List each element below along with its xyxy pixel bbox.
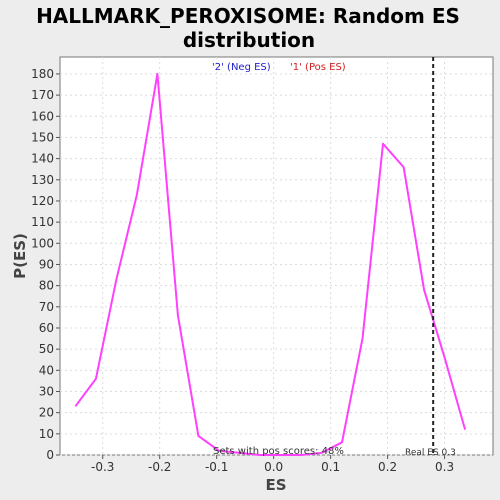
chart-title-line2: distribution <box>183 28 315 52</box>
series-layer <box>74 72 467 456</box>
y-tick-label: 20 <box>39 406 54 420</box>
y-tick-label: 90 <box>39 257 54 271</box>
x-tick-label: 0.1 <box>321 460 340 474</box>
x-tick-label: -0.3 <box>91 460 114 474</box>
y-tick-label: 160 <box>31 109 54 123</box>
y-tick-label: 110 <box>31 215 54 229</box>
plot-area <box>59 56 494 456</box>
real-es-label: Real ES 0.3 <box>405 448 456 458</box>
y-tick-label: 150 <box>31 130 54 144</box>
y-tick-label: 140 <box>31 152 54 166</box>
y-tick-label: 0 <box>46 448 54 462</box>
x-tick-label: 0.3 <box>435 460 454 474</box>
y-tick-label: 70 <box>39 300 54 314</box>
legend-neg-es: '2' (Neg ES) <box>212 62 271 73</box>
y-tick-label: 40 <box>39 363 54 377</box>
distribution-line <box>74 72 467 456</box>
y-tick-label: 180 <box>31 67 54 81</box>
legend-pos-es: '1' (Pos ES) <box>290 62 346 73</box>
y-tick-label: 170 <box>31 88 54 102</box>
x-tick-label: -0.2 <box>148 460 171 474</box>
y-axis-label: P(ES) <box>11 233 29 279</box>
y-tick-label: 10 <box>39 427 54 441</box>
y-tick-label: 30 <box>39 384 54 398</box>
y-tick-label: 50 <box>39 342 54 356</box>
chart-title: HALLMARK_PEROXISOME: Random ES <box>36 4 460 28</box>
x-axis-label: ES <box>265 476 286 494</box>
x-tick-label: -0.1 <box>205 460 228 474</box>
y-tick-label: 100 <box>31 236 54 250</box>
y-tick-label: 130 <box>31 173 54 187</box>
y-tick-label: 120 <box>31 194 54 208</box>
pos-scores-annotation: Sets with pos scores: 48% <box>213 446 344 457</box>
x-tick-label: 0.2 <box>378 460 397 474</box>
y-tick-label: 60 <box>39 321 54 335</box>
y-tick-label: 80 <box>39 279 54 293</box>
axis-ticks: 0 10 20 30 40 50 60 70 80 90 100 110 120 130 140 150 160… <box>31 67 454 474</box>
x-tick-label: 0.0 <box>264 460 283 474</box>
grid <box>60 57 493 456</box>
